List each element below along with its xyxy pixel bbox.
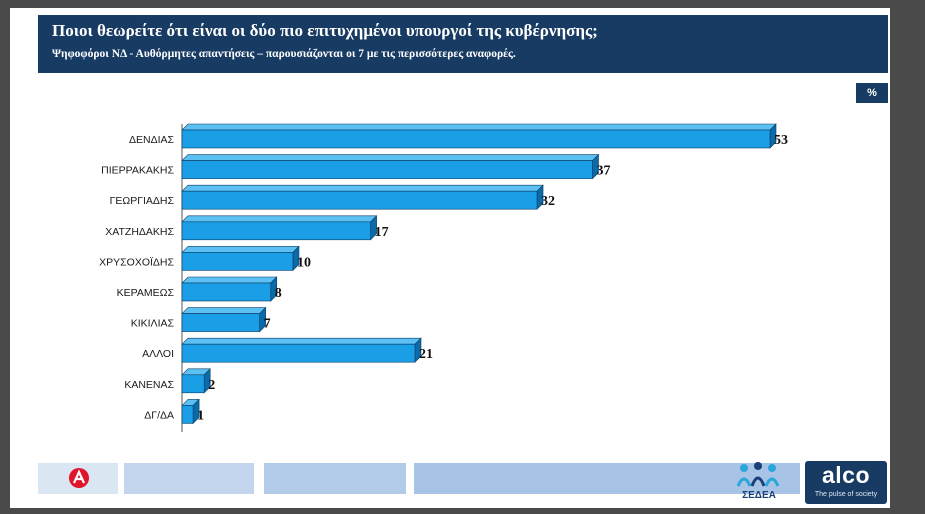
- category-label: ΔΓ/ΔΑ: [144, 409, 174, 421]
- category-label: ΧΡΥΣΟΧΟΪΔΗΣ: [99, 256, 174, 268]
- value-label: 1: [197, 408, 204, 423]
- value-label: 32: [541, 194, 555, 209]
- bar-1: [181, 153, 600, 180]
- footer-band: [264, 463, 406, 494]
- bar-top-face: [181, 215, 378, 223]
- category-label: ΠΙΕΡΡΑΚΑΚΗΣ: [101, 165, 174, 177]
- value-label: 53: [774, 133, 788, 148]
- footer-band: [124, 463, 254, 494]
- value-label: 8: [275, 286, 282, 301]
- bar-top-face: [181, 154, 600, 161]
- bar-8: [181, 368, 211, 394]
- slide: Ποιοι θεωρείτε ότι είναι οι δύο πιο επιτ…: [10, 8, 890, 508]
- bar-top-face: [181, 337, 422, 345]
- bar-front-face: [181, 160, 593, 179]
- bar-top-face: [181, 123, 777, 131]
- bar-0: [181, 123, 777, 149]
- bar-front-face: [181, 313, 260, 332]
- value-label: 2: [208, 378, 215, 393]
- alpha-tv-logo: [69, 468, 89, 488]
- bar-5: [181, 276, 278, 302]
- sedea-logo-text: ΣΕΔΕΑ: [742, 490, 776, 501]
- category-label: ΑΛΛΟΙ: [142, 348, 174, 360]
- bar-top-face: [181, 184, 544, 192]
- bar-front-face: [181, 252, 294, 271]
- sedea-logo: [736, 462, 780, 487]
- bar-top-face: [181, 276, 278, 284]
- bar-front-face: [181, 343, 416, 363]
- category-label: ΔΕΝΔΙΑΣ: [129, 134, 175, 146]
- bar-front-face: [181, 221, 371, 241]
- bar-9: [181, 398, 200, 425]
- bar-front-face: [181, 129, 771, 149]
- bar-2: [181, 184, 544, 210]
- bar-4: [181, 245, 300, 272]
- value-label: 37: [596, 164, 610, 179]
- value-label: 17: [375, 225, 389, 240]
- bar-front-face: [181, 190, 538, 210]
- category-label: ΚΙΚΙΛΙΑΣ: [131, 318, 175, 330]
- percent-unit-badge: %: [856, 83, 888, 103]
- bar-7: [181, 337, 422, 363]
- alco-logo-tagline: The pulse of society: [814, 491, 878, 498]
- value-label: 21: [419, 347, 433, 362]
- footer-band: [414, 463, 800, 494]
- value-label: 7: [264, 317, 271, 332]
- bar-chart: ΔΕΝΔΙΑΣ 53 ΠΙΕΡΡΑΚΑΚΗΣ 37 ΓΕΩΡΓΙΑΔΗΣ 32 ΧΑΤΖΗΔ…: [99, 123, 788, 432]
- chart-title: Ποιοι θεωρείτε ότι είναι οι δύο πιο επιτ…: [52, 21, 598, 40]
- category-label: ΚΕΡΑΜΕΩΣ: [117, 287, 175, 299]
- bar-6: [181, 306, 267, 333]
- category-label: ΚΑΝΕΝΑΣ: [124, 379, 174, 391]
- bar-front-face: [181, 374, 205, 394]
- alco-logo-word: alco: [821, 462, 871, 488]
- bar-front-face: [181, 405, 194, 424]
- chart-subtitle: Ψηφοφόροι ΝΔ - Αυθόρμητες απαντήσεις – π…: [52, 48, 516, 60]
- chart-header: Ποιοι θεωρείτε ότι είναι οι δύο πιο επιτ…: [38, 15, 888, 73]
- value-label: 10: [297, 255, 311, 270]
- bar-top-face: [181, 246, 300, 253]
- category-label: ΓΕΩΡΓΙΑΔΗΣ: [110, 195, 175, 207]
- bar-front-face: [181, 282, 272, 302]
- bar-3: [181, 215, 378, 241]
- alco-logo: alco The pulse of society: [805, 461, 887, 504]
- bar-top-face: [181, 307, 267, 314]
- category-label: ΧΑΤΖΗΔΑΚΗΣ: [105, 226, 174, 238]
